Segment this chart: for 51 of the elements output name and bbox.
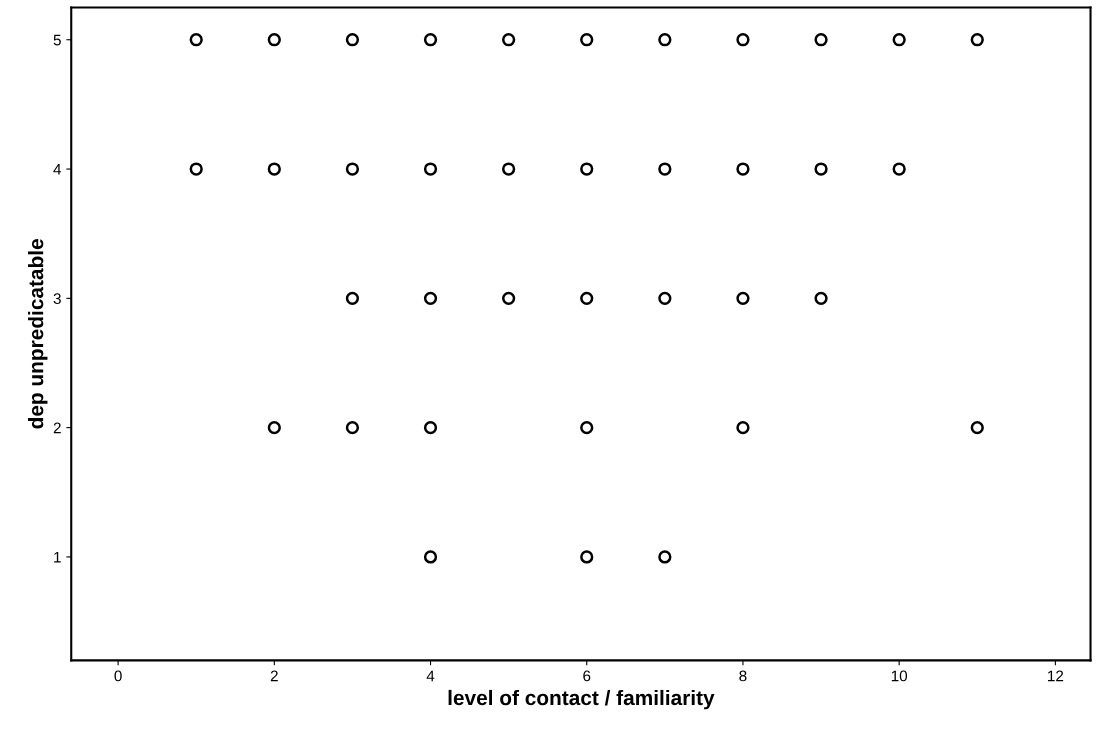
point — [580, 291, 594, 305]
point — [345, 33, 360, 47]
point — [814, 33, 828, 47]
point — [970, 33, 984, 47]
point — [423, 162, 438, 176]
point — [658, 33, 672, 47]
point — [502, 291, 516, 305]
point — [814, 291, 828, 305]
y-tick-label: 3 — [53, 293, 61, 305]
point — [423, 291, 438, 305]
point — [736, 33, 750, 47]
point — [892, 162, 906, 176]
point — [189, 162, 203, 176]
x-tick-label: 12 — [1048, 670, 1064, 682]
point — [580, 421, 594, 435]
point — [814, 162, 828, 176]
point — [970, 421, 984, 435]
point — [736, 421, 750, 435]
x-tick-label: 6 — [583, 670, 591, 682]
x-tick-label: 8 — [739, 670, 747, 682]
y-tick-label: 5 — [53, 34, 61, 46]
point — [423, 421, 438, 435]
point — [267, 421, 281, 435]
point — [658, 550, 672, 564]
x-tick-label: 2 — [270, 670, 278, 682]
point — [345, 421, 360, 435]
y-tick-label: 4 — [53, 164, 62, 175]
x-tick-label: 10 — [891, 670, 908, 682]
x-tick-label: 0 — [114, 670, 122, 682]
point — [423, 550, 438, 564]
x-tick-label: 4 — [426, 670, 435, 682]
point — [423, 33, 438, 47]
y-tick-label: 2 — [53, 422, 61, 434]
point — [580, 33, 594, 47]
point — [580, 162, 594, 176]
point — [267, 33, 281, 47]
point — [345, 162, 360, 176]
point — [502, 33, 516, 47]
point — [502, 162, 516, 176]
point — [580, 550, 594, 564]
point — [658, 291, 672, 305]
point — [345, 291, 360, 305]
x-axis-title: level of contact / familiarity — [448, 689, 715, 710]
point — [658, 162, 672, 176]
point — [189, 33, 203, 47]
point — [736, 162, 750, 176]
point — [267, 162, 281, 176]
point — [892, 33, 906, 47]
y-axis-title: dep unpredicatable — [28, 239, 48, 429]
point — [736, 291, 750, 305]
y-tick-label: 1 — [54, 551, 61, 563]
